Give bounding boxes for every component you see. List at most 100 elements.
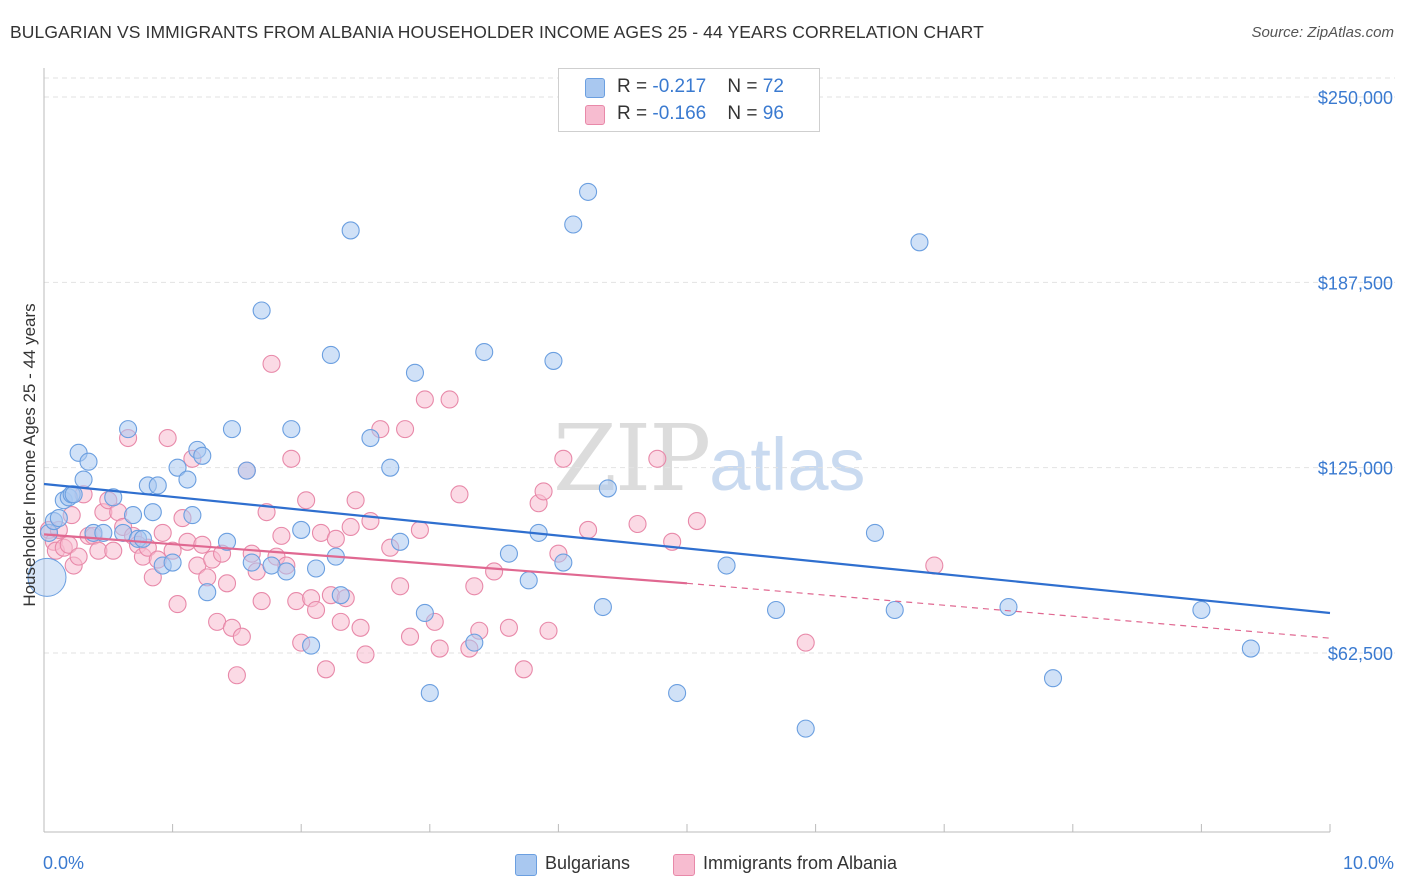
bulgarian-point: [74, 470, 93, 489]
legend-n-value: 72: [762, 76, 784, 97]
albania-point: [297, 491, 316, 510]
axes: [43, 68, 1331, 833]
chart-title: BULGARIAN VS IMMIGRANTS FROM ALBANIA HOU…: [10, 22, 984, 42]
bulgarian-point: [198, 583, 217, 602]
albania-point: [410, 520, 429, 539]
albania-point: [153, 523, 172, 542]
bulgarian-point: [242, 553, 261, 572]
bulgarian-point: [277, 562, 296, 581]
y-tick-label: $62,500: [1328, 644, 1393, 664]
bulgarian-point: [321, 345, 340, 365]
albania-point: [158, 428, 177, 448]
y-axis-title: Householder Income Ages 25 - 44 years: [20, 303, 39, 606]
bulgarians-label: Bulgarians: [545, 853, 631, 873]
legend-r-value: -0.166: [652, 103, 707, 124]
watermark-zip: ZIP: [553, 405, 711, 512]
bulgarians-swatch: [515, 854, 537, 876]
albania-point: [687, 511, 706, 531]
albania-point: [227, 666, 246, 685]
x-tick-label-max: 10.0%: [1343, 853, 1394, 873]
bulgarian-point: [554, 553, 573, 572]
bulgarian-point: [222, 420, 242, 439]
albania-point: [539, 621, 558, 640]
watermark: ZIPatlas: [553, 405, 865, 512]
bulgarian-point: [49, 509, 68, 528]
albania-point: [346, 491, 365, 510]
albania-point: [168, 595, 187, 614]
albania-point: [331, 612, 350, 631]
albania-point: [143, 568, 162, 587]
bulgarian-point: [381, 458, 400, 477]
albania-point: [925, 556, 944, 575]
albania-label: Immigrants from Albania: [703, 853, 898, 873]
legend-text-pink: R = -0.166 N = 96: [617, 103, 784, 125]
correlation-legend: R = -0.217 N = 72 R = -0.166 N = 96: [558, 68, 820, 132]
bulgarian-point: [519, 571, 538, 590]
bulgarian-point: [766, 600, 786, 620]
albania-point: [356, 645, 375, 664]
albania-point: [351, 618, 370, 637]
bulgarian-point: [331, 586, 350, 605]
albania-point: [104, 541, 123, 560]
albania-point: [287, 592, 306, 611]
bulgarian-point-large: [27, 557, 67, 597]
y-tick-label: $187,500: [1318, 273, 1393, 293]
bulgarian-point: [885, 600, 904, 620]
bulgarian-point: [104, 488, 123, 507]
bulgarian-point: [465, 633, 484, 652]
bulgarian-point: [564, 215, 583, 234]
legend-r-label: R =: [617, 76, 653, 97]
bulgarian-point: [544, 351, 563, 370]
albania-point: [450, 485, 469, 504]
albania-point: [391, 577, 410, 596]
source-credit: Source: ZipAtlas.com: [1251, 24, 1394, 41]
bulgarian-point: [717, 556, 736, 575]
albania-point: [257, 503, 276, 522]
albania-point: [252, 592, 271, 611]
bulgarian-point: [598, 479, 617, 498]
albania-point: [485, 562, 504, 581]
bulgarian-point: [148, 476, 167, 495]
bulgarian-point: [999, 597, 1018, 617]
bulgarian-trend-line: [43, 482, 1331, 615]
albania-point: [272, 526, 291, 545]
bulgarian-point: [1043, 669, 1063, 688]
bulgarian-point: [499, 544, 518, 563]
albania-point: [796, 633, 815, 652]
legend-r-label: R =: [617, 103, 653, 124]
albania-point: [282, 449, 301, 468]
bulgarian-point: [668, 683, 687, 703]
legend-n-label: N =: [727, 103, 763, 124]
bulgarian-point: [163, 553, 182, 572]
albania-point: [628, 514, 647, 534]
bulgarian-point: [237, 461, 256, 480]
bulgarian-point: [302, 636, 321, 655]
albania-point: [430, 639, 449, 658]
bulgarian-point: [168, 458, 187, 477]
albania-point: [306, 600, 326, 620]
albania-point: [400, 627, 420, 646]
albania-point: [499, 618, 518, 637]
legend-swatch-blue: [585, 78, 605, 98]
bulgarian-point: [593, 597, 612, 617]
bulgarian-point: [217, 532, 237, 551]
axis-labels: $62,500 $125,000 $187,500 $250,000 0.0% 10.0%…: [20, 88, 1394, 873]
trend-lines: [43, 482, 1331, 639]
bulgarian-point: [405, 363, 425, 382]
series-legend: Bulgarians Immigrants from Albania: [0, 852, 1406, 878]
bulgarian-point: [292, 520, 311, 539]
y-tick-label: $250,000: [1318, 88, 1393, 108]
albania-point: [193, 535, 212, 554]
albania-point: [396, 420, 415, 439]
albania-point: [415, 390, 434, 409]
y-tick-label: $125,000: [1318, 459, 1393, 479]
legend-swatch-pink: [585, 105, 605, 125]
albania-point: [316, 660, 335, 679]
albania-point: [648, 449, 667, 468]
bulgarian-point: [865, 523, 885, 542]
bulgarian-point: [796, 719, 815, 738]
albania-point: [514, 660, 533, 679]
albania-point: [217, 574, 237, 593]
legend-n-value: 96: [762, 103, 784, 124]
